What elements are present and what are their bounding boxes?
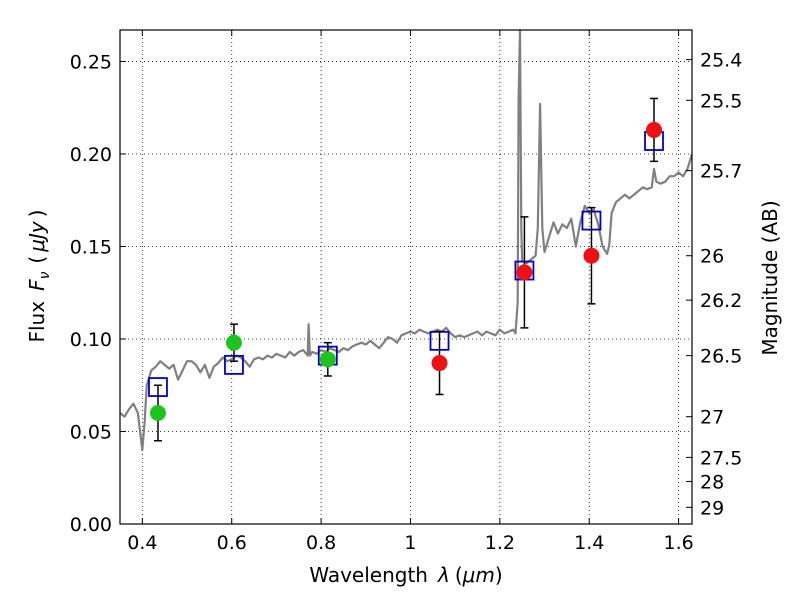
y-tick-label: 0.15 [70,236,112,258]
y-axis-title: FluxFν(μJy) [25,209,53,342]
y-tick-label: 0.25 [70,51,112,73]
right-magnitude-axis-ticks: 25.4 25.5 25.7 26 26.2 26.5 27 27.528 29 [686,50,742,519]
x-axis-symbol: λ [437,563,450,587]
y2-tick-label: 26 [700,246,724,268]
x-tick-label: 1.2 [485,532,515,554]
y2-tick-label: 28 [700,471,724,493]
y2-tick-label: 26.5 [700,346,742,368]
plot-data [120,30,692,452]
x-tick-label: 0.8 [306,532,336,554]
x-axis-title: Wavelength λ (μm) [309,563,502,587]
y-axis-subscript: ν [37,271,53,279]
y-axis-ticks: 0.00 0.05 0.10 0.15 0.20 0.25 [70,51,126,536]
y2-tick-label: 26.2 [700,290,742,312]
x-tick-label: 1.4 [574,532,604,554]
x-tick-label: 0.6 [217,532,247,554]
y-tick-label: 0.10 [70,329,112,351]
observed-flux-point [431,355,448,372]
x-tick-label: 0.4 [127,532,157,554]
y-axis-unit: μJy [25,220,49,253]
right-axis-title: Magnitude (AB) [758,200,782,355]
y-tick-label: 0.20 [70,144,112,166]
y2-tick-label: 25.7 [700,161,742,183]
x-axis-label-text: Wavelength [309,563,428,587]
y2-tick-label: 25.4 [700,50,742,72]
y2-tick-label: 29 [700,497,724,519]
x-tick-label: 1.6 [663,532,693,554]
observed-flux-point [319,351,336,368]
model-spectrum-line [120,30,692,452]
y-axis-symbol: F [25,279,49,291]
y2-tick-label: 27.5 [700,447,742,469]
x-tick-label: 1 [404,532,416,554]
y2-tick-label: 25.5 [700,90,742,112]
plot-frame [119,29,693,525]
observed-flux-point [225,334,242,351]
y-tick-label: 0.00 [70,514,112,536]
y2-tick-label: 27 [700,407,724,429]
x-axis-ticks: 0.4 0.6 0.8 1 1.2 1.4 1.6 [127,30,694,554]
observed-flux-point [516,264,533,281]
y-axis-label-text: Flux [25,301,49,343]
x-axis-unit: μm [462,563,495,587]
observed-flux-point [149,404,166,421]
observed-flux-point [583,247,600,264]
y-tick-label: 0.05 [70,421,112,443]
observed-flux-point [646,121,663,138]
grid-lines [120,30,692,525]
